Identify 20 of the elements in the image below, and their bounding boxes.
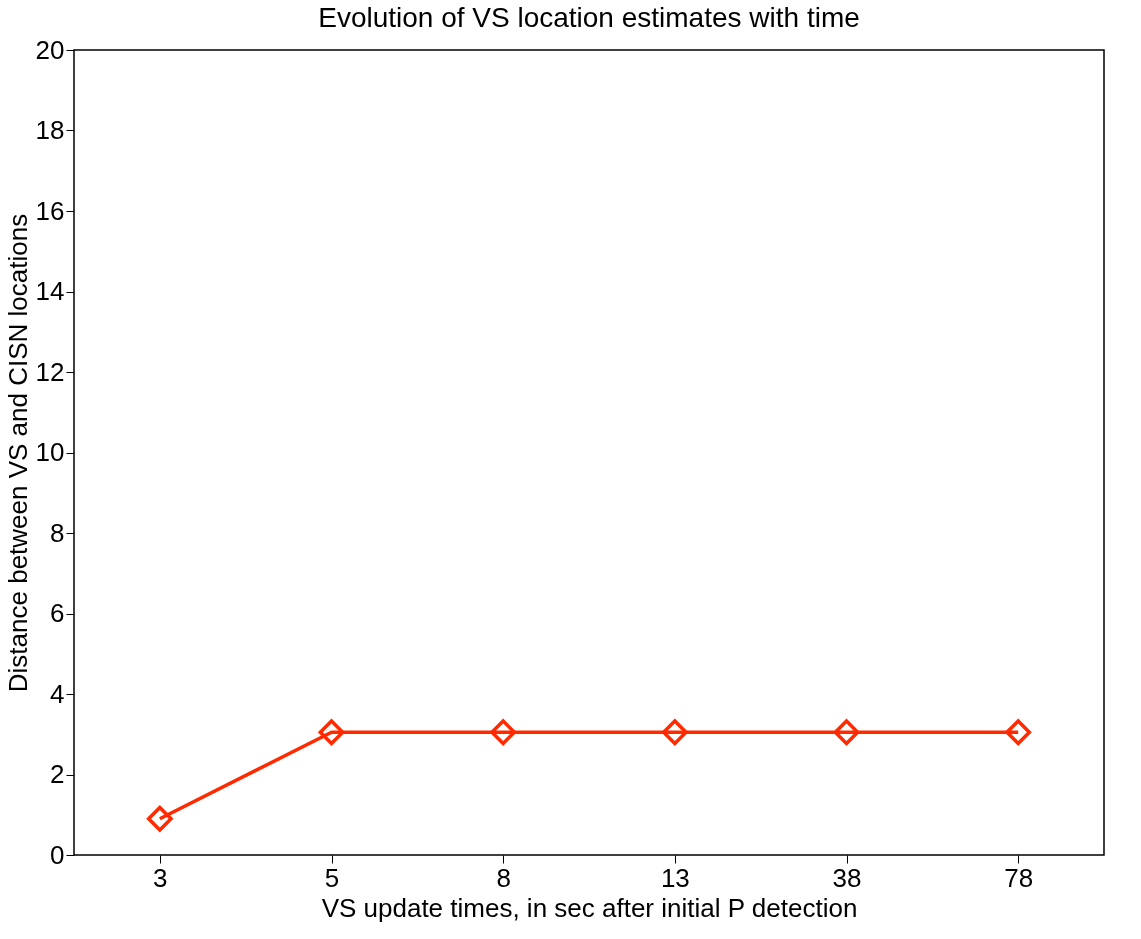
x-tick-label: 8 — [496, 862, 511, 893]
x-tick-label: 13 — [660, 862, 690, 893]
chart-title: Evolution of VS location estimates with time — [318, 2, 860, 33]
y-tick-label: 18 — [35, 115, 65, 145]
x-tick-label: 78 — [1004, 862, 1034, 893]
x-tick-label: 38 — [832, 862, 862, 893]
x-tick-label: 3 — [153, 862, 168, 893]
x-tick-label: 5 — [324, 862, 340, 893]
y-tick-label: 4 — [50, 678, 65, 709]
y-tick-label: 0 — [50, 839, 65, 870]
y-tick-label: 8 — [50, 517, 65, 548]
y-tick-label: 12 — [35, 356, 65, 387]
y-tick-label: 14 — [35, 276, 65, 306]
y-tick-label: 16 — [35, 195, 65, 226]
y-axis-title: Distance between VS and CISN locations — [2, 213, 33, 693]
y-tick-label: 2 — [50, 759, 65, 789]
y-tick-label: 20 — [35, 34, 65, 65]
y-tick-label: 10 — [35, 437, 65, 467]
y-tick-label: 6 — [50, 598, 65, 628]
x-axis-title: VS update times, in sec after initial P detection — [321, 892, 858, 923]
